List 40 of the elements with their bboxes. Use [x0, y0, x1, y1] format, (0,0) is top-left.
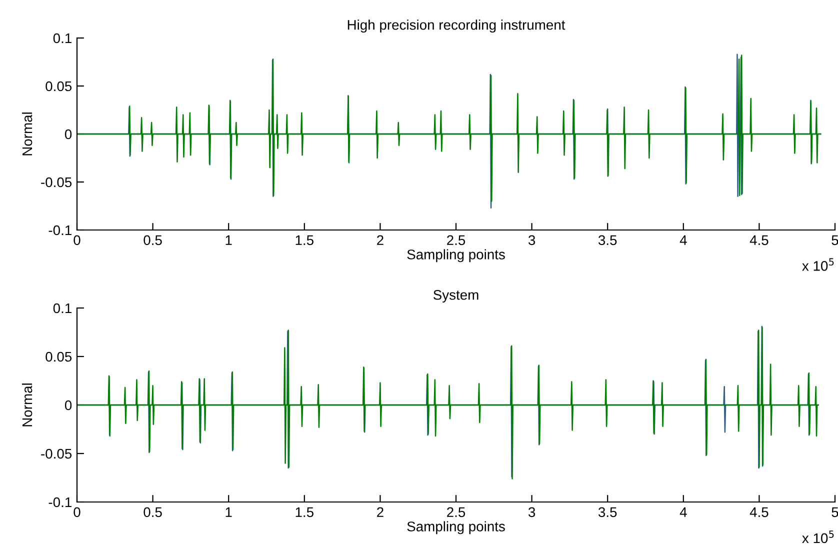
x-tick-label: 0.5: [144, 235, 162, 246]
y-tick-label: 0.1: [53, 33, 72, 44]
x-tick-label: 3.5: [598, 507, 617, 518]
x-tick-label: 3.5: [598, 235, 617, 246]
x-tick-label: 4.5: [750, 507, 768, 518]
x-tick-label: 1.5: [296, 235, 314, 246]
y-tick-label: 0: [64, 129, 72, 140]
x-tick-label: 2.5: [447, 507, 466, 518]
x-tick-label: 0: [74, 507, 80, 518]
x-tick-label: 4: [680, 507, 687, 517]
x-tick-label: 5: [832, 235, 838, 246]
x-tick-label: 2: [377, 507, 384, 517]
x-tick-label: 5: [832, 507, 838, 518]
x-tick-label: 4.5: [750, 235, 768, 246]
x-tick-label: 3: [528, 235, 536, 246]
x-tick-label: 1: [226, 235, 232, 245]
y-tick-label: -0.1: [48, 225, 72, 236]
y-tick-label: 0: [64, 400, 72, 410]
x-tick-label: 2: [377, 235, 384, 245]
y-tick-label: -0.05: [41, 177, 72, 188]
x-tick-label: 4: [680, 235, 687, 245]
chart-title: High precision recording instrument: [348, 20, 566, 33]
x-tick-label: 1: [226, 507, 232, 517]
x-tick-label: 1.5: [296, 507, 314, 518]
text: x 10$^{5}$: [802, 530, 834, 544]
chart-title: System: [433, 290, 478, 303]
x-tick-label: 0: [74, 235, 80, 246]
x-axis-title: Sampling points: [407, 249, 505, 262]
x-tick-label: 2.5: [447, 235, 466, 246]
y-tick-label: 0.1: [53, 303, 72, 314]
x-tick-label: 3: [528, 507, 536, 518]
y-axis-title: Normal: [22, 384, 32, 426]
y-tick-label: -0.05: [41, 448, 72, 459]
text: x 10$^{5}$: [802, 258, 834, 271]
y-tick-label: 0.05: [46, 81, 72, 92]
x-tick-label: 0.5: [144, 507, 162, 518]
x-axis-title: Sampling points: [407, 521, 505, 534]
y-tick-label: -0.1: [48, 497, 72, 508]
y-axis-title: Normal: [22, 112, 32, 156]
y-tick-label: 0.05: [46, 352, 72, 362]
